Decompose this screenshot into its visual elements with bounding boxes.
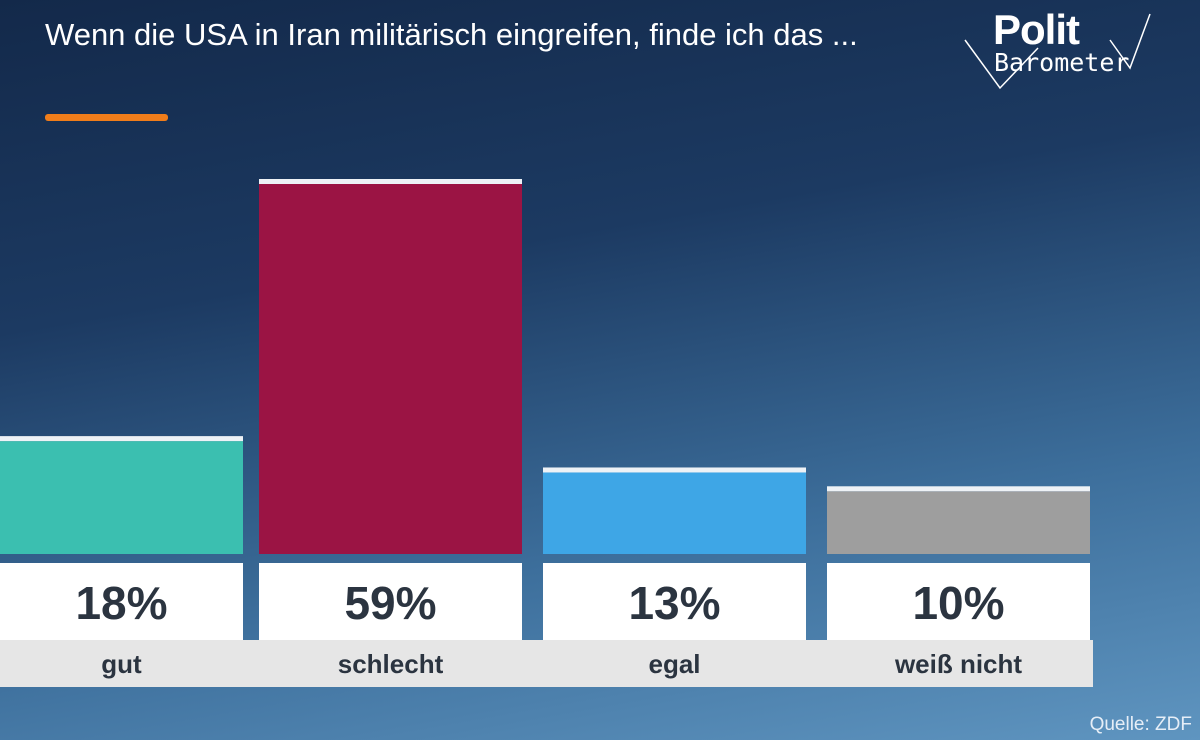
bar-gut	[0, 441, 243, 554]
bar-cap-gut	[0, 436, 243, 442]
category-label-gut: gut	[101, 649, 142, 679]
bar-weiss-nicht	[827, 491, 1090, 554]
bar-cap-schlecht	[259, 179, 522, 184]
category-strip	[0, 640, 1093, 687]
value-box-egal	[543, 563, 806, 640]
logo-check-lines-icon	[964, 13, 1151, 90]
value-label-gut: 18%	[75, 577, 167, 629]
title-accent-underline	[45, 114, 168, 121]
category-label-egal: egal	[648, 649, 700, 679]
value-box-gut	[0, 563, 243, 640]
bars-layer: 18% gut 59% schlecht 13% egal 10% weiß nicht	[0, 179, 1093, 687]
category-label-schlecht: schlecht	[338, 649, 444, 679]
chart-title: Wenn die USA in Iran militärisch eingrei…	[45, 17, 858, 52]
logo-word-barometer: Barometer	[994, 48, 1130, 77]
category-label-weiss-nicht: weiß nicht	[894, 649, 1022, 679]
bar-cap-weiss-nicht	[827, 486, 1090, 492]
value-box-weiss-nicht	[827, 563, 1090, 640]
value-label-egal: 13%	[628, 577, 720, 629]
politbarometer-logo: Polit Barometer	[960, 4, 1160, 96]
value-box-schlecht	[259, 563, 522, 640]
logo-word-polit: Polit	[993, 6, 1080, 53]
bar-schlecht	[259, 184, 522, 554]
bar-egal	[543, 472, 806, 554]
source-note: Quelle: ZDF	[1089, 714, 1192, 735]
value-label-weiss-nicht: 10%	[912, 577, 1004, 629]
bar-cap-egal	[543, 467, 806, 473]
value-label-schlecht: 59%	[344, 577, 436, 629]
